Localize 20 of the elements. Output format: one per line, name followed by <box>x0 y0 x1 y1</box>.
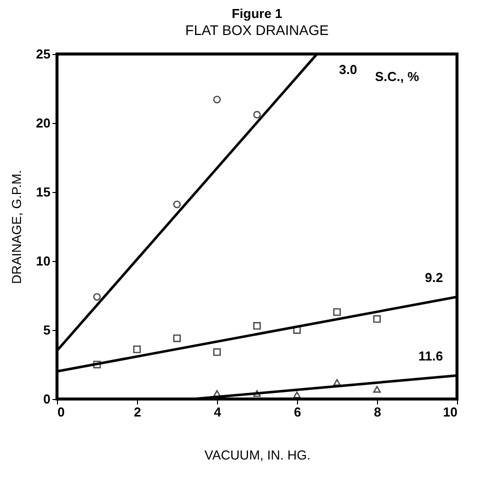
y-tick-label: 10 <box>36 254 50 268</box>
x-tick-label: 4 <box>214 404 222 420</box>
y-tick-label: 0 <box>43 392 50 406</box>
x-tick-label: 2 <box>134 404 142 420</box>
y-tick-label: 25 <box>36 46 50 62</box>
annotation: S.C., % <box>374 69 420 84</box>
y-tick-label: 5 <box>43 322 50 338</box>
y-tick-label: 20 <box>36 116 50 130</box>
chart-subtitle: FLAT BOX DRAINAGE <box>185 22 329 38</box>
x-tick-label: 6 <box>294 404 302 420</box>
x-axis-title: VACUUM, IN. HG. <box>204 448 310 462</box>
x-tick-label: 0 <box>58 404 65 420</box>
y-tick-label: 15 <box>36 184 50 200</box>
series-label: 9.2 <box>424 270 443 285</box>
series-label: 3.0 <box>339 62 358 77</box>
x-tick-label: 10 <box>443 404 458 420</box>
series-label: 11.6 <box>418 348 443 364</box>
y-axis-title: DRAINAGE, G.P.M. <box>9 170 24 284</box>
x-tick-label: 8 <box>374 404 382 420</box>
chart-title: Figure 1 <box>232 6 282 21</box>
